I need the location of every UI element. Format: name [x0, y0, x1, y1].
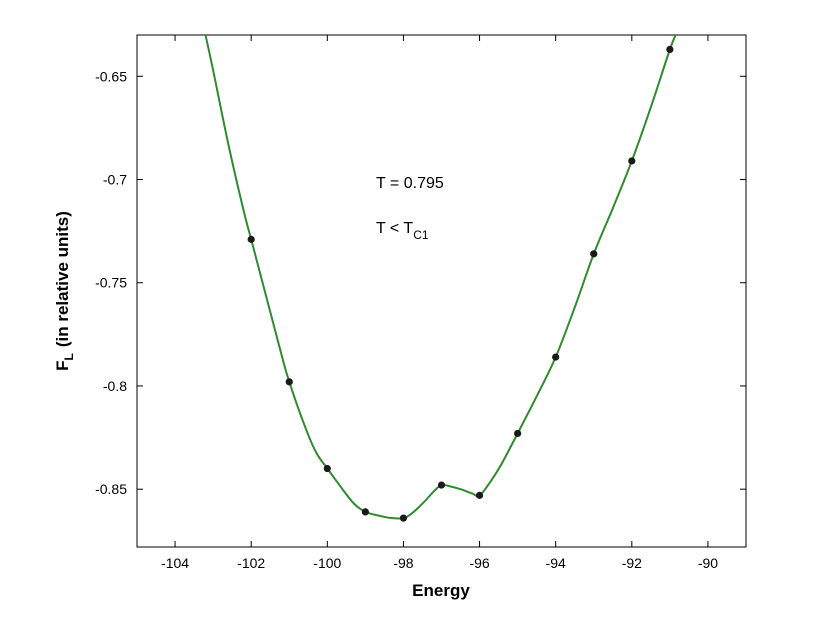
- temperature-annotation: T = 0.795: [376, 175, 444, 192]
- data-point: [285, 378, 293, 386]
- y-tick-label: -0.65: [95, 68, 127, 84]
- y-axis-title-main: F: [53, 360, 72, 370]
- x-tick-label: -92: [622, 555, 642, 571]
- condition-annotation: T < TC1: [376, 220, 429, 242]
- data-point: [323, 464, 331, 473]
- data-markers: [247, 45, 674, 522]
- x-axis-title: Energy: [412, 581, 470, 600]
- x-tick-label: -94: [546, 555, 566, 571]
- y-tick-label: -0.85: [95, 481, 127, 497]
- data-point: [399, 514, 408, 522]
- y-axis: -0.65 -0.7 -0.75 -0.8 -0.85: [95, 68, 746, 497]
- fitted-curve: [204, 35, 677, 520]
- y-tick-label: -0.8: [103, 378, 127, 394]
- x-tick-label: -104: [161, 555, 189, 571]
- x-axis: -104 -102 -100 -98 -96 -94 -92 -90: [161, 35, 718, 571]
- x-tick-label: -100: [313, 555, 341, 571]
- condition-main: T < T: [376, 220, 413, 237]
- data-point: [666, 45, 674, 54]
- x-tick-label: -102: [237, 555, 265, 571]
- y-axis-title-rest: (in relative units): [53, 211, 72, 347]
- data-point: [437, 481, 446, 489]
- x-tick-label: -98: [393, 555, 413, 571]
- data-point: [361, 508, 369, 516]
- condition-subscript: C1: [413, 228, 429, 242]
- y-axis-title: FL (in relative units): [53, 211, 76, 371]
- y-axis-title-subscript: L: [62, 353, 76, 360]
- data-point: [475, 491, 484, 499]
- data-point: [552, 353, 560, 361]
- data-point: [514, 429, 522, 438]
- data-point: [628, 157, 636, 165]
- y-tick-label: -0.7: [103, 172, 127, 188]
- data-point: [590, 250, 598, 258]
- x-tick-label: -90: [698, 555, 718, 571]
- data-point: [247, 235, 255, 243]
- y-tick-label: -0.75: [95, 275, 127, 291]
- plot-area-frame: [136, 34, 747, 548]
- x-tick-label: -96: [469, 555, 489, 571]
